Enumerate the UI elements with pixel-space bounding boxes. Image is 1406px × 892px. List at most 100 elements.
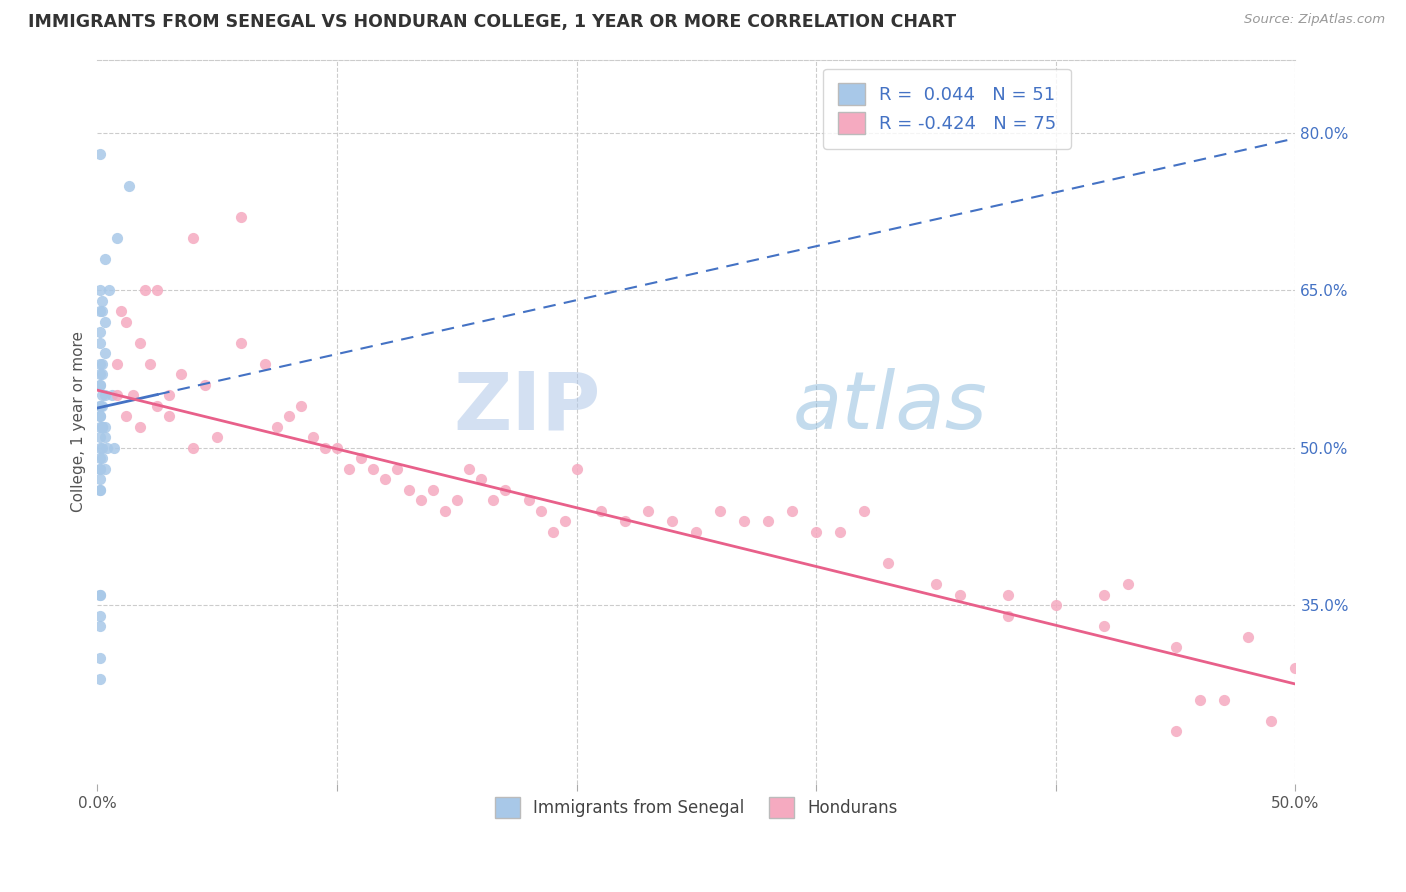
Point xyxy=(117,178,139,193)
Point xyxy=(91,304,114,318)
Point xyxy=(853,504,876,518)
Point xyxy=(91,420,114,434)
Point xyxy=(661,514,683,528)
Point xyxy=(170,368,193,382)
Point xyxy=(89,451,111,466)
Point xyxy=(103,441,125,455)
Point xyxy=(129,420,152,434)
Point xyxy=(254,357,277,371)
Point xyxy=(89,483,111,497)
Point xyxy=(637,504,659,518)
Point xyxy=(89,650,111,665)
Point xyxy=(337,462,360,476)
Point xyxy=(1188,693,1211,707)
Point xyxy=(181,231,204,245)
Point xyxy=(1164,724,1187,739)
Point xyxy=(780,504,803,518)
Point xyxy=(89,399,111,413)
Point xyxy=(89,147,111,161)
Text: IMMIGRANTS FROM SENEGAL VS HONDURAN COLLEGE, 1 YEAR OR MORE CORRELATION CHART: IMMIGRANTS FROM SENEGAL VS HONDURAN COLL… xyxy=(28,13,956,31)
Point xyxy=(91,399,114,413)
Point xyxy=(89,462,111,476)
Point xyxy=(494,483,516,497)
Point xyxy=(374,472,396,486)
Point xyxy=(806,524,828,539)
Point xyxy=(146,399,169,413)
Point xyxy=(733,514,755,528)
Point xyxy=(110,304,132,318)
Point xyxy=(89,588,111,602)
Point xyxy=(89,326,111,340)
Point xyxy=(89,378,111,392)
Point xyxy=(685,524,707,539)
Point xyxy=(89,430,111,444)
Point xyxy=(457,462,479,476)
Point xyxy=(91,441,114,455)
Text: ZIP: ZIP xyxy=(453,368,600,446)
Y-axis label: College, 1 year or more: College, 1 year or more xyxy=(72,331,86,512)
Point xyxy=(446,493,468,508)
Text: atlas: atlas xyxy=(792,368,987,446)
Point xyxy=(1045,599,1067,613)
Point xyxy=(266,420,288,434)
Point xyxy=(91,451,114,466)
Legend: Immigrants from Senegal, Hondurans: Immigrants from Senegal, Hondurans xyxy=(486,789,907,826)
Point xyxy=(229,210,252,224)
Point xyxy=(89,409,111,424)
Point xyxy=(89,399,111,413)
Point xyxy=(122,388,145,402)
Point xyxy=(89,409,111,424)
Point xyxy=(361,462,384,476)
Point xyxy=(350,451,373,466)
Point xyxy=(89,335,111,350)
Point xyxy=(89,588,111,602)
Point xyxy=(96,441,118,455)
Point xyxy=(89,472,111,486)
Point xyxy=(326,441,349,455)
Point xyxy=(541,524,564,539)
Point xyxy=(89,378,111,392)
Point xyxy=(1212,693,1234,707)
Point xyxy=(89,368,111,382)
Point xyxy=(877,557,900,571)
Point xyxy=(89,441,111,455)
Point xyxy=(91,293,114,308)
Point xyxy=(1260,714,1282,728)
Point xyxy=(530,504,553,518)
Point xyxy=(115,409,138,424)
Point xyxy=(1116,577,1139,591)
Point xyxy=(997,588,1019,602)
Point xyxy=(925,577,948,591)
Point xyxy=(157,388,180,402)
Point xyxy=(134,284,156,298)
Point xyxy=(91,368,114,382)
Point xyxy=(554,514,576,528)
Point xyxy=(93,346,115,360)
Point xyxy=(229,335,252,350)
Point xyxy=(105,231,128,245)
Point xyxy=(398,483,420,497)
Point xyxy=(830,524,852,539)
Point xyxy=(756,514,779,528)
Point xyxy=(997,608,1019,623)
Text: Source: ZipAtlas.com: Source: ZipAtlas.com xyxy=(1244,13,1385,27)
Point xyxy=(205,430,228,444)
Point xyxy=(565,462,588,476)
Point xyxy=(613,514,636,528)
Point xyxy=(89,420,111,434)
Point xyxy=(385,462,408,476)
Point xyxy=(129,335,152,350)
Point xyxy=(105,388,128,402)
Point xyxy=(146,284,169,298)
Point xyxy=(93,388,115,402)
Point xyxy=(93,430,115,444)
Point xyxy=(194,378,217,392)
Point xyxy=(433,504,456,518)
Point xyxy=(589,504,612,518)
Point xyxy=(89,483,111,497)
Point xyxy=(105,357,128,371)
Point xyxy=(470,472,492,486)
Point xyxy=(93,462,115,476)
Point xyxy=(181,441,204,455)
Point xyxy=(93,420,115,434)
